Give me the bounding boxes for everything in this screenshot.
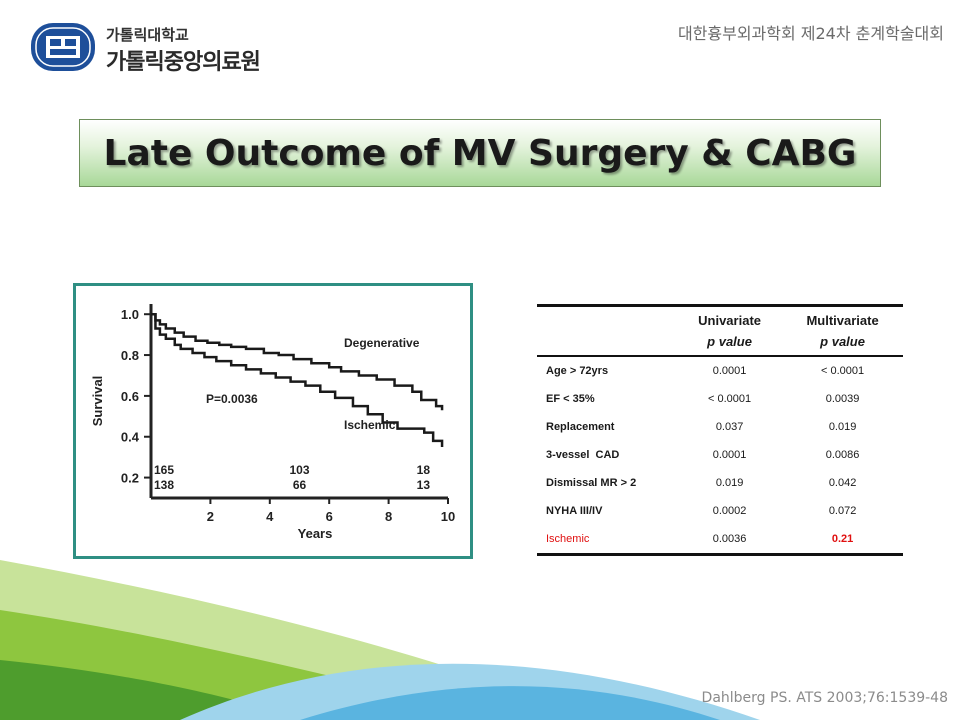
row-label: EF < 35% (546, 393, 595, 405)
row-label: 3-vessel CAD (546, 449, 620, 461)
x-tick-label: 4 (266, 509, 274, 524)
logo: 가톨릭대학교 가톨릭중앙의료원 (30, 22, 280, 75)
multivariate-value: < 0.0001 (821, 365, 865, 377)
survival-chart-svg: 0.2 0.4 0.6 0.8 1.0 2 4 6 8 10 Years Survival Degene… (90, 304, 455, 541)
table-header-row: Univariate p value Multivariate p value (537, 305, 903, 357)
conference-name: 대한흉부외과학회 제24차 춘계학술대회 (677, 24, 944, 43)
row-label: Replacement (546, 421, 615, 433)
at-risk-degenerative: 103 (289, 463, 309, 477)
at-risk-ischemic: 138 (154, 478, 174, 492)
y-tick-label: 0.2 (121, 471, 139, 486)
y-tick-label: 0.4 (121, 430, 140, 445)
multivariate-value: 0.042 (828, 477, 857, 489)
logo-subtitle: 가톨릭대학교 (106, 26, 189, 44)
slide-title: Late Outcome of MV Surgery & CABG (103, 132, 857, 174)
at-risk-ischemic: 13 (417, 478, 431, 492)
table-header-blank (537, 306, 677, 357)
row-label: Age > 72yrs (546, 365, 609, 377)
univariate-value: 0.037 (715, 421, 744, 433)
table-row: NYHA III/IV 0.0002 0.072 (537, 497, 903, 525)
survival-chart: 0.2 0.4 0.6 0.8 1.0 2 4 6 8 10 Years Survival Degene… (73, 283, 473, 559)
at-risk-degenerative: 18 (417, 463, 431, 477)
univariate-value: 0.0002 (712, 505, 747, 517)
table-header-multivariate: Multivariate p value (806, 313, 879, 349)
table-row: EF < 35% < 0.0001 0.0039 (537, 385, 903, 413)
y-tick-label: 0.6 (121, 389, 139, 404)
x-tick-label: 2 (207, 509, 214, 524)
title-banner: Late Outcome of MV Surgery & CABG (79, 119, 881, 187)
x-axis-label: Years (298, 526, 333, 541)
series-label-degenerative: Degenerative (344, 336, 420, 350)
table-row: Replacement 0.037 0.019 (537, 413, 903, 441)
x-tick-label: 10 (441, 509, 455, 524)
table-row: 3-vessel CAD 0.0001 0.0086 (537, 441, 903, 469)
row-label: Dismissal MR > 2 (546, 477, 637, 489)
multivariate-value: 0.0086 (825, 449, 860, 461)
series-line-ischemic (151, 312, 444, 447)
multivariate-value: 0.019 (828, 421, 857, 433)
univariate-value: 0.0036 (712, 533, 747, 545)
row-label: NYHA III/IV (546, 505, 603, 517)
univariate-value: 0.0001 (712, 449, 747, 461)
x-tick-label: 8 (385, 509, 392, 524)
at-risk-degenerative: 165 (154, 463, 174, 477)
series-line-degenerative (151, 312, 444, 411)
y-axis-label: Survival (90, 376, 105, 427)
citation: Dahlberg PS. ATS 2003;76:1539-48 (701, 690, 948, 706)
catholic-university-seal-icon (31, 23, 95, 71)
y-tick-label: 0.8 (121, 348, 139, 363)
logo-title: 가톨릭중앙의료원 (106, 50, 261, 75)
risk-factor-table: Univariate p value Multivariate p value Ag… (537, 304, 903, 556)
multivariate-value: 0.21 (831, 533, 854, 545)
table-row-ischemic: Ischemic 0.0036 0.21 (537, 525, 903, 555)
series-label-ischemic: Ischemic (344, 418, 396, 432)
at-risk-ischemic: 66 (293, 478, 307, 492)
row-label: Ischemic (546, 533, 590, 545)
multivariate-value: 0.072 (828, 505, 857, 517)
table-row: Dismissal MR > 2 0.019 0.042 (537, 469, 903, 497)
univariate-value: 0.019 (715, 477, 744, 489)
table-header-univariate: Univariate p value (698, 313, 762, 349)
y-tick-label: 1.0 (121, 307, 139, 322)
univariate-value: < 0.0001 (708, 393, 752, 405)
table-row: Age > 72yrs 0.0001 < 0.0001 (537, 356, 903, 385)
p-value-annotation: P=0.0036 (206, 392, 258, 406)
univariate-value: 0.0001 (712, 365, 747, 377)
multivariate-value: 0.0039 (825, 393, 860, 405)
x-tick-label: 6 (326, 509, 333, 524)
